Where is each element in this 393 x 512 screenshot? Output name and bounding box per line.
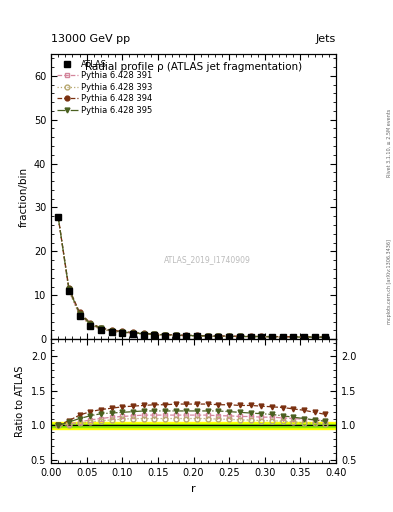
Y-axis label: Ratio to ATLAS: Ratio to ATLAS xyxy=(15,366,25,437)
Text: ATLAS_2019_I1740909: ATLAS_2019_I1740909 xyxy=(164,255,251,264)
Text: 13000 GeV pp: 13000 GeV pp xyxy=(51,33,130,44)
Text: Radial profile ρ (ATLAS jet fragmentation): Radial profile ρ (ATLAS jet fragmentatio… xyxy=(85,62,302,72)
Text: Jets: Jets xyxy=(316,33,336,44)
Text: Rivet 3.1.10, ≥ 2.5M events: Rivet 3.1.10, ≥ 2.5M events xyxy=(387,109,392,178)
Y-axis label: fraction/bin: fraction/bin xyxy=(18,166,28,227)
Text: mcplots.cern.ch [arXiv:1306.3436]: mcplots.cern.ch [arXiv:1306.3436] xyxy=(387,239,392,324)
Legend: ATLAS, Pythia 6.428 391, Pythia 6.428 393, Pythia 6.428 394, Pythia 6.428 395: ATLAS, Pythia 6.428 391, Pythia 6.428 39… xyxy=(53,56,156,118)
X-axis label: r: r xyxy=(191,484,196,494)
